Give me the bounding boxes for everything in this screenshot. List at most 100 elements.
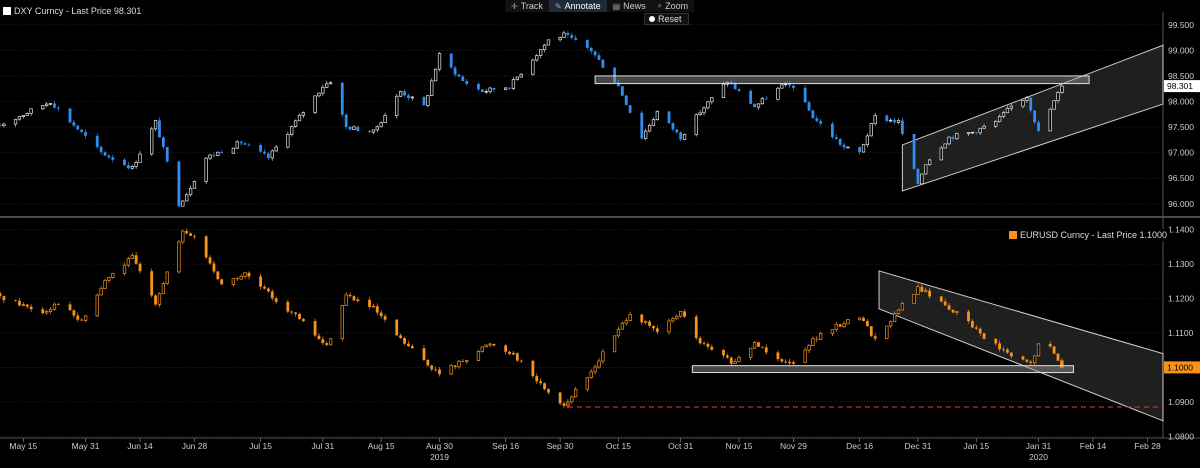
dxy-panel: 96.000 96.500 97.000 97.500 98.000 98.500 99.0… [0,20,1200,209]
track-tool[interactable]: ✛ Track [505,0,549,12]
candle [492,87,496,90]
reset-button[interactable]: Reset [644,13,689,25]
candle [955,311,959,313]
candle [48,103,53,105]
candle [154,295,157,305]
y-tick-label: 99.500 [1168,20,1194,30]
candle [842,144,846,148]
annotate-tool[interactable]: ✎ Annotate [548,0,607,12]
candle [698,338,702,344]
trend-channel [901,44,1164,192]
candle [947,305,951,310]
candle [465,81,469,84]
candle [683,311,686,317]
candle [17,116,22,120]
chart-toolbar: ✛ Track ✎ Annotate ▤ News ⌕ Zoom [505,0,695,12]
last-price-label: 98.301 [1167,81,1193,91]
candle [399,335,403,339]
zoom-tool[interactable]: ⌕ Zoom [651,0,695,12]
news-tool[interactable]: ▤ News [606,0,652,12]
candle [477,83,480,90]
candle [426,359,430,366]
candle [896,309,901,314]
candle [504,345,508,352]
candle [325,343,329,345]
x-tick-label: Oct 31 [668,441,693,451]
candle [846,319,850,325]
candle [612,335,617,353]
x-tick-label: Jul 15 [249,441,272,451]
candle [912,134,916,169]
candle [368,299,371,307]
candle [1037,122,1040,131]
candle [900,120,904,135]
candle [426,95,430,106]
y-tick-label: 1.1200 [1168,294,1194,304]
candle [290,311,294,313]
candle [177,241,181,273]
candle [158,120,161,138]
candle [488,87,492,92]
candle [1009,105,1013,109]
candle [982,333,986,339]
candle [266,153,270,159]
candle [535,376,539,382]
candle [193,235,196,237]
candle [243,143,247,145]
candle [519,73,523,78]
candle [1056,92,1060,101]
candle [694,316,698,339]
candle [247,272,251,277]
candle [181,200,185,207]
candle [356,126,360,132]
candle [103,152,107,156]
candle [41,309,45,314]
candle [873,115,877,124]
candle [0,125,2,126]
candle [48,308,53,312]
candle [1056,353,1060,361]
candle [558,37,562,41]
candle [122,264,127,274]
candle [247,144,251,146]
candle [624,320,628,324]
candle [655,328,659,332]
reset-label: Reset [658,14,682,24]
candle [270,150,274,159]
candle [488,343,492,346]
y-tick-label: 99.000 [1168,45,1194,55]
candle [188,187,193,196]
candle [616,328,621,337]
candle [924,164,928,175]
candle [111,273,115,278]
y-tick-label: 96.000 [1168,199,1194,209]
candle [99,288,103,296]
candle [72,310,76,316]
eurusd-legend: EURUSD Curncy - Last Price 1.1000 [1006,229,1171,241]
candle [834,324,838,331]
candle [539,381,543,384]
x-tick-label: May 31 [72,441,100,451]
candle [927,159,932,166]
candle [539,49,543,56]
candle [780,84,784,89]
candle [885,325,889,339]
candle [792,85,795,88]
candle [994,121,998,127]
candle [511,352,516,355]
candle [562,32,566,38]
candle [815,338,819,340]
candle [764,347,768,353]
candle [873,336,877,339]
candle [951,137,955,139]
candle [562,403,566,406]
candle [480,346,484,352]
candle [788,361,791,364]
candle [776,87,780,100]
candle [998,343,1002,350]
year-label: 2020 [1029,452,1048,462]
candle [395,319,399,336]
candle [1060,360,1064,368]
last-price-label: 1.1000 [1167,362,1193,372]
